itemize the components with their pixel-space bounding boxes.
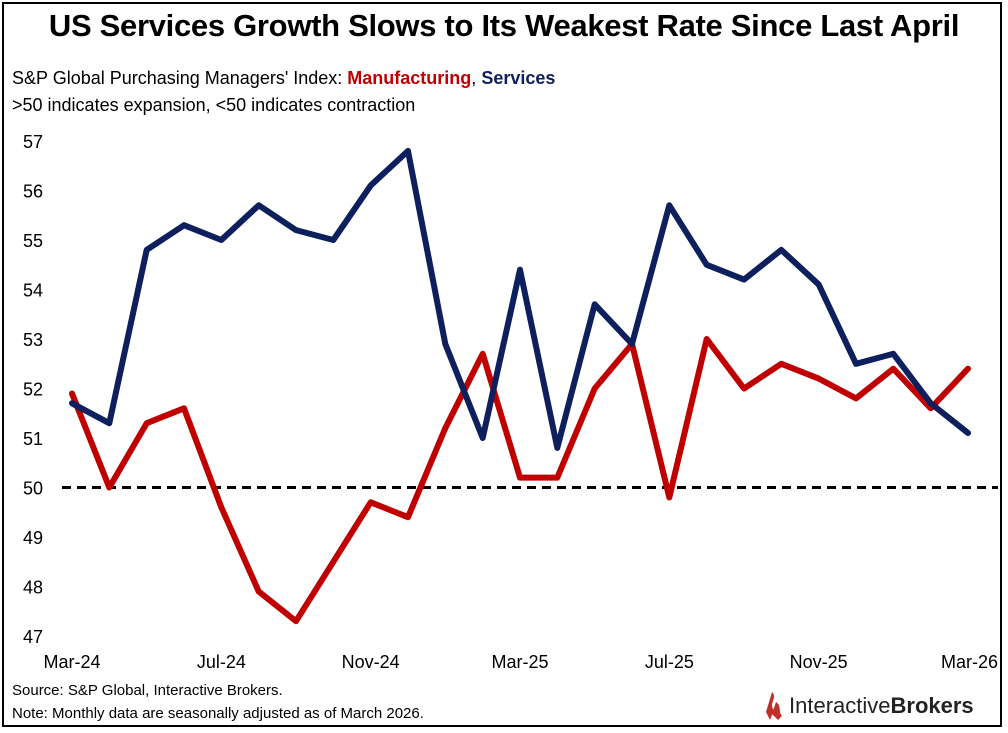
y-tick-label: 56: [23, 182, 43, 202]
legend-services: Services: [481, 68, 556, 88]
legend-manufacturing: Manufacturing: [347, 68, 472, 88]
interactive-brokers-logo: Interactive Brokers: [766, 688, 974, 724]
y-tick-label: 54: [23, 281, 43, 301]
series-line-services: [69, 147, 971, 451]
y-tick-label: 53: [23, 330, 43, 350]
x-tick-label: Mar-25: [491, 652, 548, 672]
x-tick-label: Mar-24: [43, 652, 100, 672]
x-tick-label: Jul-24: [197, 652, 246, 672]
logo-text-a: Interactive: [789, 693, 891, 718]
subtitle-separator: ,: [471, 68, 482, 88]
y-tick-label: 47: [23, 627, 43, 647]
y-tick-label: 52: [23, 380, 43, 400]
chart-subtitle-note: >50 indicates expansion, <50 indicates c…: [12, 95, 416, 115]
chart-title: US Services Growth Slows to Its Weakest …: [48, 8, 960, 43]
subtitle-prefix: S&P Global Purchasing Managers' Index:: [12, 68, 348, 88]
ib-flame-icon: [766, 692, 782, 720]
y-tick-label: 50: [23, 479, 43, 499]
x-tick-label: Nov-25: [790, 652, 848, 672]
series-line-manufacturing: [69, 336, 971, 625]
y-tick-label: 48: [23, 578, 43, 598]
logo-text-b: Brokers: [890, 693, 974, 718]
y-tick-label: 49: [23, 528, 43, 548]
data-note: Note: Monthly data are seasonally adjust…: [12, 705, 424, 722]
x-tick-label: Nov-24: [342, 652, 400, 672]
x-tick-label: Jul-25: [645, 652, 694, 672]
x-tick-label: Mar-26: [941, 652, 998, 672]
y-tick-label: 51: [23, 429, 43, 449]
y-tick-label: 55: [23, 231, 43, 251]
source-note: Source: S&P Global, Interactive Brokers.: [12, 682, 283, 699]
y-tick-label: 57: [23, 132, 43, 152]
chart-subtitle: S&P Global Purchasing Managers' Index: M…: [12, 68, 555, 89]
